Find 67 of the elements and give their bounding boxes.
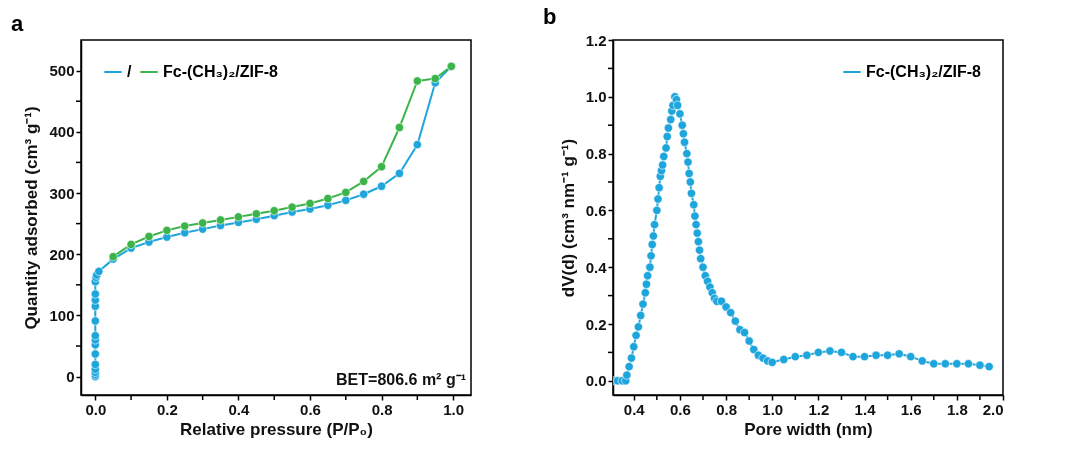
y-tick-label: 0.8 bbox=[585, 145, 607, 163]
point bbox=[341, 187, 351, 197]
point bbox=[412, 140, 422, 150]
point bbox=[90, 316, 100, 326]
point bbox=[341, 195, 351, 205]
chart-title: b bbox=[543, 4, 557, 29]
point bbox=[305, 198, 315, 208]
x-tick-label: 1.0 bbox=[762, 400, 784, 418]
point bbox=[359, 176, 369, 186]
x-axis-title: Pore width (nm) bbox=[744, 419, 873, 439]
x-tick-label: 0.6 bbox=[300, 400, 321, 418]
x-tick-label: 0.8 bbox=[716, 400, 738, 418]
x-axis-title: Relative pressure (P/P₀) bbox=[180, 419, 373, 439]
point bbox=[430, 74, 440, 84]
y-tick-label: 1.0 bbox=[585, 88, 607, 106]
y-tick-label: 300 bbox=[49, 184, 75, 202]
point bbox=[377, 162, 387, 172]
y-tick-label: 0 bbox=[66, 368, 75, 386]
y-tick-label: 0.6 bbox=[585, 201, 607, 219]
y-tick-label: 100 bbox=[49, 306, 75, 324]
y-tick-label: 0.2 bbox=[585, 315, 607, 333]
legend-label: / bbox=[127, 63, 132, 80]
x-tick-label: 1.8 bbox=[946, 400, 968, 418]
point bbox=[94, 266, 104, 276]
point bbox=[287, 202, 297, 212]
point bbox=[216, 215, 226, 225]
point bbox=[126, 239, 136, 249]
y-tick-label: 400 bbox=[49, 123, 75, 141]
point bbox=[180, 221, 190, 231]
point bbox=[377, 181, 387, 191]
x-tick-label: 0.4 bbox=[623, 400, 646, 418]
point bbox=[412, 76, 422, 86]
point bbox=[90, 331, 100, 341]
x-tick-label: 1.0 bbox=[443, 400, 465, 418]
x-tick-label: 0.0 bbox=[85, 400, 107, 418]
x-tick-label: 0.4 bbox=[228, 400, 251, 418]
point bbox=[90, 289, 100, 299]
y-tick-label: 0.4 bbox=[585, 258, 608, 276]
point bbox=[394, 123, 404, 132]
point bbox=[198, 218, 208, 228]
point bbox=[162, 225, 172, 235]
point bbox=[323, 194, 333, 203]
chart-title: a bbox=[11, 11, 24, 36]
y-axis-title: dV(d) (cm³ nm⁻¹ g⁻¹) bbox=[558, 138, 578, 298]
x-tick-label: 2.0 bbox=[982, 400, 1004, 418]
point bbox=[233, 212, 243, 222]
y-tick-label: 500 bbox=[49, 62, 75, 80]
x-tick-label: 1.6 bbox=[900, 400, 922, 418]
x-tick-label: 1.2 bbox=[808, 400, 830, 418]
point bbox=[90, 359, 100, 369]
point bbox=[251, 209, 261, 219]
annotation: BET=806.6 m² g⁻¹ bbox=[336, 371, 466, 388]
x-tick-label: 0.8 bbox=[371, 400, 393, 418]
x-tick-label: 0.2 bbox=[156, 400, 178, 418]
y-tick-label: 0.0 bbox=[585, 372, 607, 390]
x-tick-label: 0.6 bbox=[669, 400, 691, 418]
point bbox=[90, 349, 100, 359]
legend-label: Fc-(CH₃)₂/ZIF-8 bbox=[163, 63, 279, 80]
point bbox=[394, 168, 404, 178]
y-axis-title: Quantity adsorbed (cm³ g⁻¹) bbox=[22, 106, 42, 330]
point bbox=[359, 189, 369, 199]
y-tick-label: 200 bbox=[49, 245, 75, 263]
x-tick-label: 1.4 bbox=[854, 400, 877, 418]
legend-label: Fc-(CH₃)₂/ZIF-8 bbox=[866, 63, 982, 80]
point bbox=[144, 232, 154, 241]
y-tick-label: 1.2 bbox=[585, 31, 607, 49]
point bbox=[269, 206, 279, 216]
